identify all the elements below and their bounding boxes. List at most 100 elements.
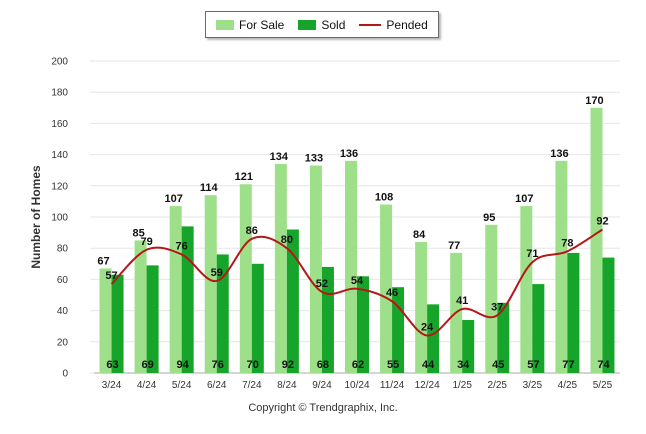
data-label-sold: 68 bbox=[317, 359, 329, 371]
bar-sold bbox=[181, 226, 194, 373]
data-label-for-sale: 108 bbox=[375, 192, 393, 204]
data-label-for-sale: 67 bbox=[97, 255, 109, 267]
pended-line bbox=[110, 228, 603, 337]
data-label-for-sale: 170 bbox=[585, 95, 603, 107]
y-tick-label: 60 bbox=[57, 275, 69, 286]
sold-swatch bbox=[298, 19, 317, 30]
data-label-pended: 41 bbox=[456, 295, 468, 307]
bar-for-sale bbox=[274, 163, 287, 373]
legend-item-pended[interactable]: Pended bbox=[359, 17, 428, 32]
data-label-sold: 74 bbox=[597, 359, 610, 371]
x-tick-label: 5/25 bbox=[593, 380, 613, 391]
x-tick-label: 1/25 bbox=[452, 380, 472, 391]
data-label-sold: 94 bbox=[177, 359, 190, 371]
y-tick-label: 180 bbox=[51, 88, 68, 99]
data-label-for-sale: 107 bbox=[164, 193, 182, 205]
bar-for-sale bbox=[520, 206, 533, 373]
data-label-sold: 92 bbox=[282, 359, 294, 371]
data-label-for-sale: 136 bbox=[550, 148, 568, 160]
bar-for-sale bbox=[99, 268, 112, 373]
x-tick-label: 11/24 bbox=[380, 380, 405, 391]
bar-sold bbox=[427, 304, 440, 373]
x-tick-label: 7/24 bbox=[242, 380, 262, 391]
x-tick-label: 3/25 bbox=[523, 380, 543, 391]
x-tick-label: 9/24 bbox=[312, 380, 332, 391]
bar-sold bbox=[497, 302, 510, 373]
bar-for-sale bbox=[204, 195, 217, 373]
legend-label-sold: Sold bbox=[321, 17, 346, 32]
x-tick-label: 4/24 bbox=[137, 380, 157, 391]
x-tick-label: 12/24 bbox=[415, 380, 440, 391]
bar-sold bbox=[216, 254, 229, 373]
bar-sold bbox=[462, 319, 475, 373]
data-label-sold: 55 bbox=[387, 359, 399, 371]
x-tick-label: 2/25 bbox=[488, 380, 508, 391]
bar-for-sale bbox=[590, 107, 603, 374]
bar-sold bbox=[532, 284, 545, 373]
x-tick-label: 4/25 bbox=[558, 380, 578, 391]
bar-sold bbox=[286, 229, 299, 373]
bar-sold bbox=[567, 252, 580, 373]
data-label-pended: 71 bbox=[526, 248, 538, 260]
y-tick-label: 20 bbox=[57, 337, 69, 348]
x-tick-label: 6/24 bbox=[207, 380, 227, 391]
data-label-pended: 57 bbox=[105, 270, 117, 282]
data-label-pended: 59 bbox=[211, 267, 223, 279]
data-label-pended: 78 bbox=[561, 237, 573, 249]
data-label-pended: 37 bbox=[491, 301, 503, 313]
data-label-sold: 44 bbox=[422, 359, 435, 371]
data-label-for-sale: 95 bbox=[483, 212, 495, 224]
x-tick-label: 10/24 bbox=[344, 380, 369, 391]
pended-swatch bbox=[359, 23, 382, 26]
x-tick-label: 3/24 bbox=[102, 380, 122, 391]
data-label-sold: 57 bbox=[527, 359, 539, 371]
data-label-for-sale: 77 bbox=[448, 240, 460, 252]
data-label-pended: 24 bbox=[421, 322, 434, 334]
y-tick-label: 40 bbox=[57, 306, 69, 317]
bar-for-sale bbox=[239, 184, 252, 373]
data-label-sold: 45 bbox=[492, 359, 504, 371]
data-label-sold: 70 bbox=[247, 359, 259, 371]
y-tick-label: 200 bbox=[51, 57, 68, 68]
y-axis-title: Number of Homes bbox=[29, 165, 43, 269]
bar-for-sale bbox=[169, 206, 182, 373]
bar-for-sale bbox=[309, 165, 322, 373]
data-label-sold: 63 bbox=[106, 359, 118, 371]
bar-for-sale bbox=[415, 241, 428, 373]
bar-sold bbox=[146, 265, 159, 373]
y-tick-label: 160 bbox=[51, 119, 68, 130]
data-label-for-sale: 107 bbox=[515, 193, 533, 205]
x-tick-label: 8/24 bbox=[277, 380, 297, 391]
legend: For Sale Sold Pended bbox=[205, 11, 439, 38]
legend-item-sold[interactable]: Sold bbox=[298, 18, 345, 32]
y-tick-label: 120 bbox=[51, 181, 68, 192]
data-label-pended: 46 bbox=[386, 287, 398, 299]
data-label-for-sale: 136 bbox=[340, 148, 358, 160]
legend-label-for-sale: For Sale bbox=[239, 17, 285, 32]
data-label-for-sale: 84 bbox=[413, 229, 426, 241]
data-label-sold: 76 bbox=[212, 359, 224, 371]
data-label-for-sale: 121 bbox=[235, 171, 253, 183]
y-tick-label: 0 bbox=[62, 369, 68, 380]
data-label-sold: 77 bbox=[562, 359, 574, 371]
bar-for-sale bbox=[485, 224, 498, 373]
bar-for-sale bbox=[345, 160, 357, 373]
data-label-pended: 80 bbox=[281, 234, 293, 246]
data-label-pended: 76 bbox=[176, 240, 188, 252]
legend-item-for-sale[interactable]: For Sale bbox=[216, 18, 284, 32]
data-label-pended: 86 bbox=[246, 225, 258, 237]
legend-label-pended: Pended bbox=[386, 17, 428, 32]
bar-sold bbox=[111, 274, 124, 373]
data-label-pended: 92 bbox=[596, 215, 608, 227]
data-label-sold: 62 bbox=[352, 359, 364, 371]
for-sale-swatch bbox=[216, 19, 234, 30]
bar-sold bbox=[357, 276, 369, 373]
data-label-sold: 34 bbox=[457, 359, 470, 371]
y-tick-label: 80 bbox=[57, 244, 69, 255]
y-tick-label: 100 bbox=[51, 213, 68, 224]
data-label-for-sale: 133 bbox=[305, 153, 323, 165]
bar-sold bbox=[602, 257, 615, 373]
data-label-pended: 52 bbox=[316, 278, 328, 290]
y-tick-label: 140 bbox=[51, 150, 68, 161]
